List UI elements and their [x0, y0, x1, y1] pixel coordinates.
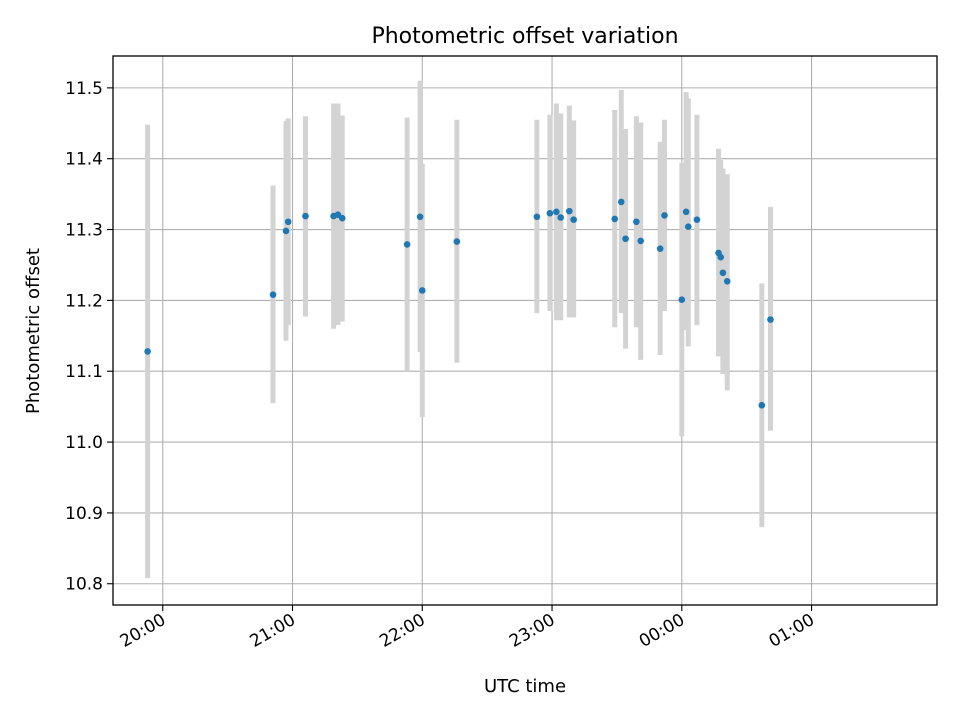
data-point: [682, 208, 690, 216]
y-axis-label: Photometric offset: [23, 248, 44, 414]
data-point: [338, 214, 346, 222]
y-tick-label: 10.9: [65, 504, 103, 524]
data-point: [403, 241, 411, 248]
y-axis: 10.8 10.9 11.0 11.1 11.2 11.3 11.4 11.5: [65, 79, 113, 595]
data-point: [678, 296, 686, 303]
data-point: [416, 213, 424, 221]
y-tick-label: 11.1: [65, 362, 103, 382]
data-point: [767, 316, 774, 323]
data-point: [693, 216, 701, 223]
y-tick-label: 11.0: [65, 433, 103, 453]
data-point: [566, 207, 573, 215]
data-point: [611, 215, 619, 223]
data-point: [570, 216, 577, 223]
y-tick-label: 11.3: [65, 221, 103, 241]
data-point: [282, 227, 290, 235]
data-point: [633, 218, 640, 226]
y-tick-label: 11.2: [65, 291, 103, 311]
data-point: [418, 287, 426, 294]
data-point: [617, 198, 625, 206]
data-point: [656, 245, 664, 252]
data-point: [533, 213, 541, 221]
data-points: [144, 198, 774, 409]
data-point: [144, 348, 151, 355]
data-point: [622, 235, 629, 243]
data-point: [453, 238, 461, 245]
y-tick-label: 11.4: [65, 150, 103, 170]
y-tick-label: 10.8: [65, 575, 103, 595]
x-axis-label: UTC time: [484, 676, 566, 697]
plot-area-frame: [112, 55, 938, 606]
data-point: [557, 214, 564, 221]
y-tick-label: 11.5: [65, 79, 103, 99]
data-point: [684, 223, 692, 231]
data-point: [723, 277, 731, 285]
data-point: [758, 401, 766, 409]
data-point: [546, 209, 554, 217]
data-point: [553, 208, 560, 216]
data-point: [637, 237, 645, 245]
data-point: [719, 269, 727, 277]
chart-title: Photometric offset variation: [371, 24, 678, 49]
data-point: [302, 212, 309, 220]
data-point: [661, 212, 668, 219]
data-point: [717, 253, 725, 261]
data-point: [269, 291, 277, 299]
data-point: [284, 218, 292, 226]
